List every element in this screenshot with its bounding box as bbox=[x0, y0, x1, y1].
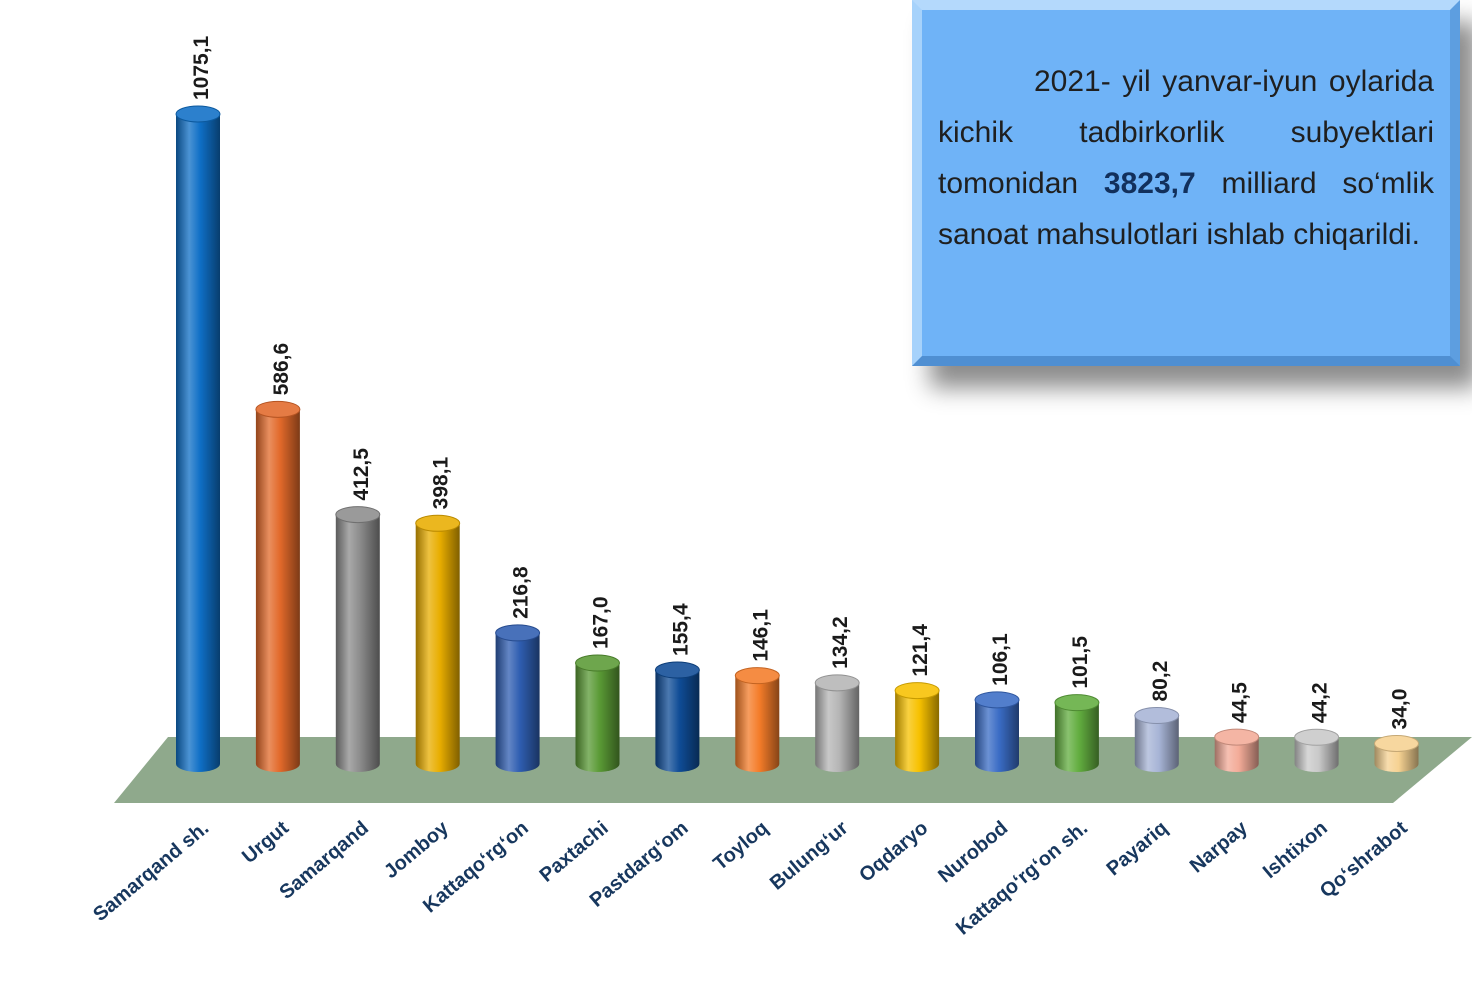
bar-body bbox=[335, 514, 380, 772]
info-box: 2021- yil yanvar-iyun oylarida kichik ta… bbox=[912, 0, 1460, 366]
category-label: Nurobod bbox=[934, 817, 1012, 887]
bar-top bbox=[255, 400, 301, 418]
value-label: 146,1 bbox=[749, 609, 772, 662]
bar-1 bbox=[175, 105, 221, 772]
category-label: Toyloq bbox=[709, 817, 772, 875]
bar-2 bbox=[255, 400, 301, 772]
value-label: 412,5 bbox=[350, 448, 373, 501]
bar-body bbox=[1134, 715, 1179, 772]
bar-top bbox=[654, 661, 700, 679]
bar-3 bbox=[335, 506, 381, 772]
category-label: Kattaqo‘rg‘on sh. bbox=[952, 817, 1092, 940]
bar-body bbox=[1294, 737, 1339, 772]
category-label: Narpay bbox=[1186, 816, 1253, 877]
bar-top bbox=[175, 105, 221, 123]
bar-top bbox=[1134, 707, 1180, 725]
category-label: Samarqand bbox=[275, 817, 373, 904]
value-label: 106,1 bbox=[989, 633, 1012, 686]
bar-13 bbox=[1134, 707, 1180, 772]
bar-top bbox=[1374, 734, 1419, 752]
bar-body bbox=[735, 675, 780, 772]
value-label: 586,6 bbox=[270, 343, 293, 396]
value-label: 216,8 bbox=[510, 566, 533, 619]
bar-body bbox=[1054, 702, 1099, 772]
category-label: Paxtachi bbox=[536, 817, 613, 887]
value-label: 155,4 bbox=[669, 603, 692, 656]
category-label: Jomboy bbox=[380, 816, 454, 883]
value-label: 1075,1 bbox=[190, 35, 213, 100]
bar-8 bbox=[734, 667, 780, 772]
bar-14 bbox=[1214, 728, 1260, 772]
bar-top bbox=[894, 682, 940, 700]
bar-top bbox=[335, 506, 381, 524]
category-label: Urgut bbox=[238, 817, 293, 868]
bar-7 bbox=[654, 661, 700, 772]
value-label: 44,2 bbox=[1309, 682, 1332, 723]
bar-6 bbox=[575, 654, 620, 772]
bar-top bbox=[415, 514, 461, 532]
bar-body bbox=[975, 699, 1019, 772]
bar-16 bbox=[1374, 734, 1419, 772]
bar-5 bbox=[495, 624, 541, 772]
value-label: 134,2 bbox=[829, 616, 852, 669]
bar-body bbox=[255, 409, 300, 772]
bar-12 bbox=[1054, 694, 1100, 772]
bar-body bbox=[815, 682, 860, 772]
category-label: Qo‘shrabot bbox=[1316, 817, 1412, 903]
info-total-highlight: 3823,7 bbox=[1103, 167, 1196, 200]
bar-top bbox=[734, 667, 780, 685]
bar-body bbox=[176, 114, 220, 772]
bar-body bbox=[415, 523, 460, 772]
bar-9 bbox=[814, 674, 860, 772]
bar-body bbox=[495, 632, 540, 772]
bar-top bbox=[1054, 694, 1100, 712]
bar-10 bbox=[894, 682, 940, 772]
value-label: 398,1 bbox=[430, 456, 453, 509]
bar-body bbox=[575, 663, 620, 772]
category-label: Samarqand sh. bbox=[89, 817, 213, 926]
bar-top bbox=[495, 624, 541, 642]
category-label: Bulung‘ur bbox=[766, 817, 853, 895]
bar-top bbox=[974, 691, 1020, 709]
value-label: 34,0 bbox=[1389, 689, 1412, 730]
value-label: 44,5 bbox=[1229, 682, 1252, 723]
category-label: Oqdaryo bbox=[855, 817, 932, 887]
value-label: 101,5 bbox=[1069, 636, 1092, 689]
value-label: 80,2 bbox=[1149, 661, 1172, 702]
bar-body bbox=[655, 670, 700, 772]
info-text-after: milliard so‘mlik sanoat mahsulotlari ish… bbox=[938, 167, 1434, 251]
bar-top bbox=[1294, 728, 1340, 746]
value-label: 167,0 bbox=[590, 596, 613, 649]
category-label: Ishtixon bbox=[1259, 817, 1332, 883]
bar-body bbox=[895, 690, 940, 772]
bar-top bbox=[1214, 728, 1260, 746]
bar-11 bbox=[974, 691, 1020, 772]
bar-top bbox=[814, 674, 860, 692]
chart-floor bbox=[114, 737, 1472, 803]
bar-body bbox=[1214, 737, 1259, 772]
value-label: 121,4 bbox=[909, 624, 932, 677]
info-text-before: 2021- yil yanvar-iyun oylarida kichik ta… bbox=[938, 65, 1434, 200]
bar-4 bbox=[415, 514, 461, 772]
bar-top bbox=[575, 654, 620, 672]
info-text: 2021- yil yanvar-iyun oylarida kichik ta… bbox=[938, 56, 1434, 260]
bar-15 bbox=[1294, 728, 1340, 772]
category-label: Payariq bbox=[1103, 817, 1173, 880]
